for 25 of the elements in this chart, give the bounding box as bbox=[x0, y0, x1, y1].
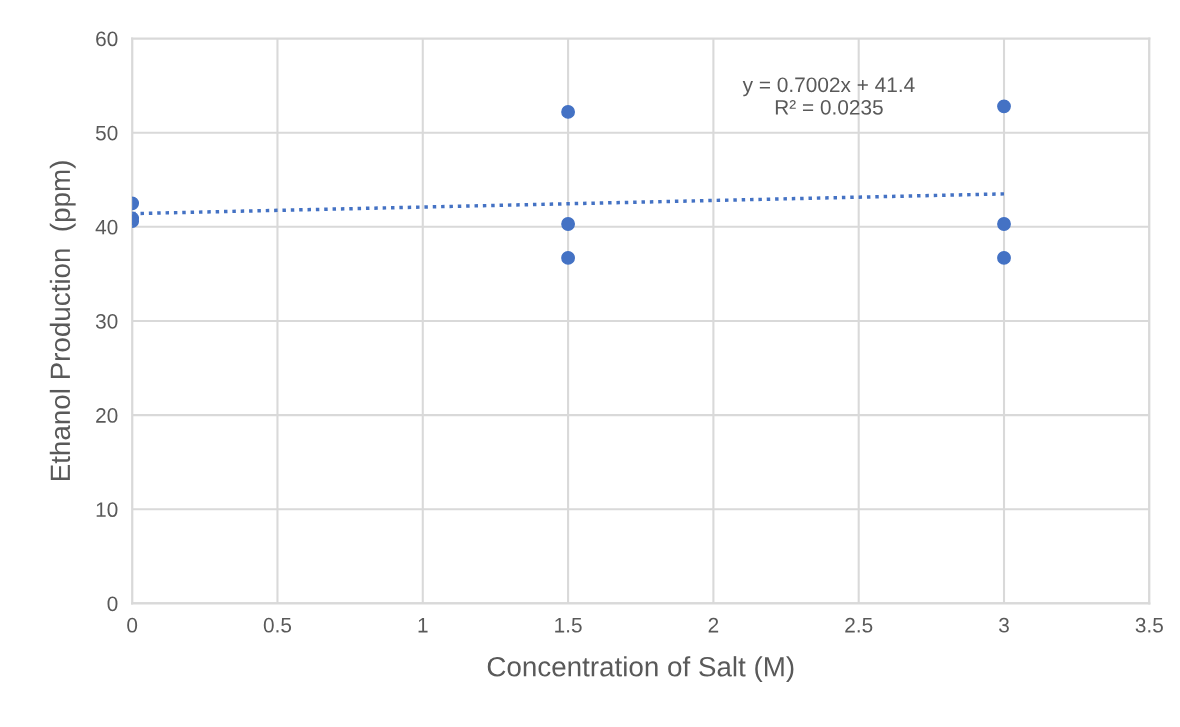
x-tick-label: 3 bbox=[999, 617, 1009, 633]
point bbox=[997, 250, 1011, 265]
x-tick-label: 2 bbox=[708, 617, 719, 633]
point bbox=[997, 217, 1011, 231]
x-tick-label: 1.5 bbox=[555, 618, 582, 633]
annotation: y = 0.7002x + 41.4 bbox=[742, 77, 915, 97]
x-tick-label: 3.5 bbox=[1135, 617, 1163, 633]
y-tick-label: 0 bbox=[107, 596, 118, 612]
y-axis-title: Ethanol Production (ppm) bbox=[49, 161, 76, 481]
point bbox=[561, 217, 575, 231]
x-tick-label: 2.5 bbox=[845, 617, 873, 633]
y-tick-label: 20 bbox=[96, 408, 118, 423]
point bbox=[561, 105, 575, 119]
y-tick-label: 40 bbox=[95, 219, 118, 235]
x-tick-label: 1 bbox=[418, 618, 428, 633]
x-tick-label: 0 bbox=[127, 617, 138, 633]
point bbox=[561, 250, 575, 265]
x-axis-title: Concentration of Salt (M) bbox=[487, 656, 794, 683]
y-tick-label: 10 bbox=[96, 502, 118, 518]
y-tick-label: 30 bbox=[95, 313, 118, 329]
x-tick-label: 0.5 bbox=[263, 617, 292, 633]
point bbox=[997, 99, 1011, 114]
annotation: R² = 0.0235 bbox=[775, 99, 883, 115]
y-tick-label: 50 bbox=[95, 125, 118, 141]
y-tick-label: 60 bbox=[96, 31, 118, 47]
